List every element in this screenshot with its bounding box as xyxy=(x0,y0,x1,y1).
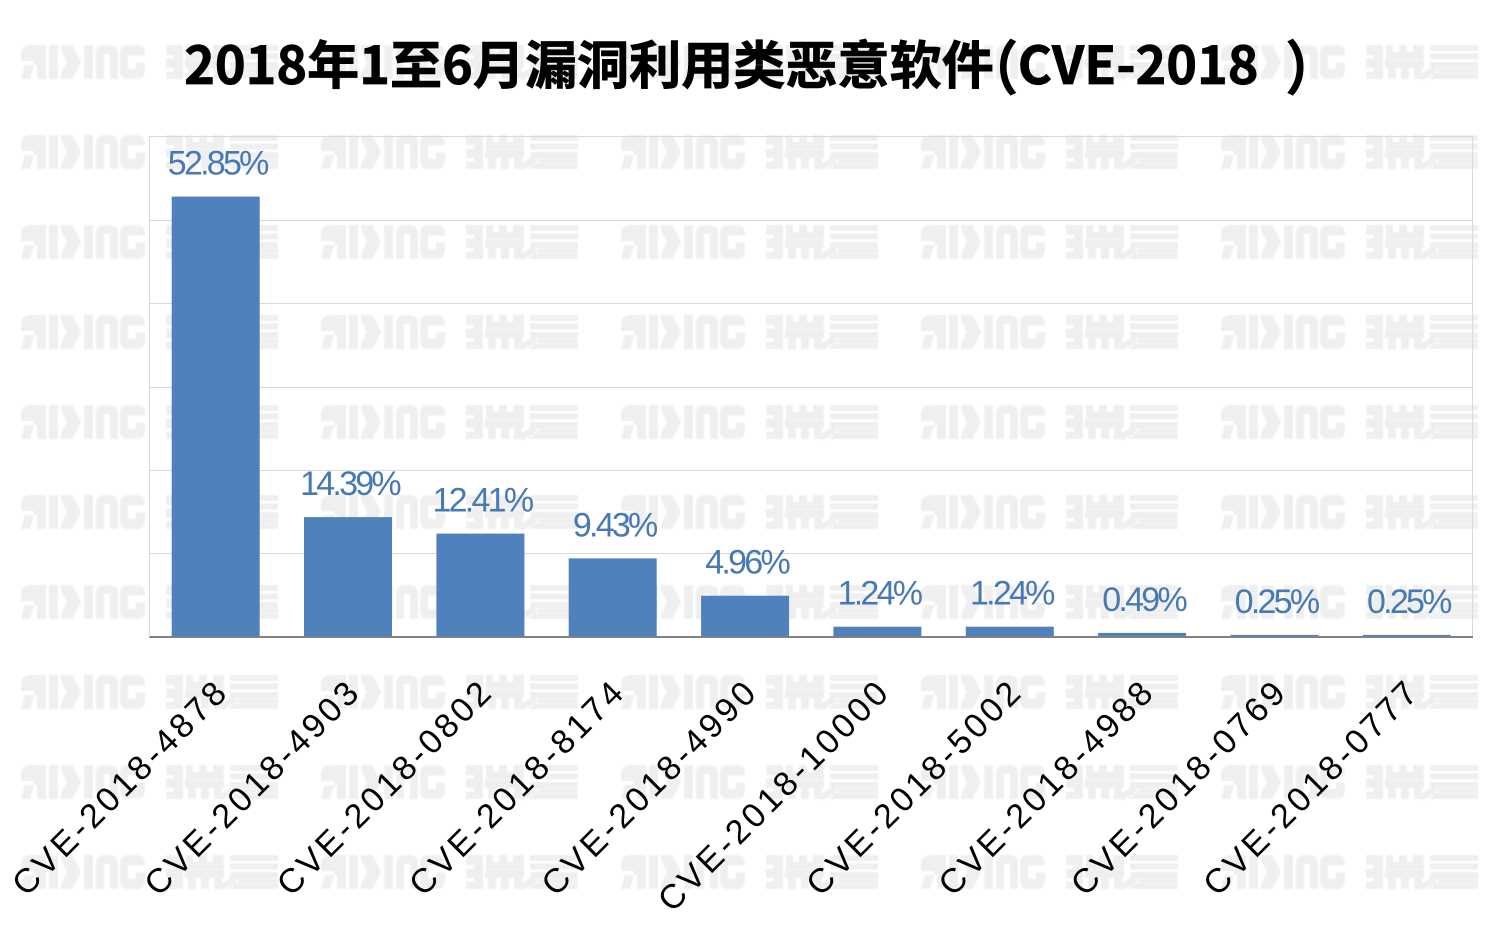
svg-text:52.85%: 52.85% xyxy=(168,145,269,183)
svg-text:4.96%: 4.96% xyxy=(705,544,790,582)
svg-text:0.25%: 0.25% xyxy=(1235,583,1320,621)
svg-text:14.39%: 14.39% xyxy=(300,465,401,503)
svg-text:12.41%: 12.41% xyxy=(432,482,533,520)
svg-text:1.24%: 1.24% xyxy=(970,575,1055,613)
svg-text:1.24%: 1.24% xyxy=(838,575,923,613)
svg-text:0.25%: 0.25% xyxy=(1367,583,1452,621)
svg-text:0.49%: 0.49% xyxy=(1102,581,1187,619)
svg-text:9.43%: 9.43% xyxy=(573,506,658,544)
